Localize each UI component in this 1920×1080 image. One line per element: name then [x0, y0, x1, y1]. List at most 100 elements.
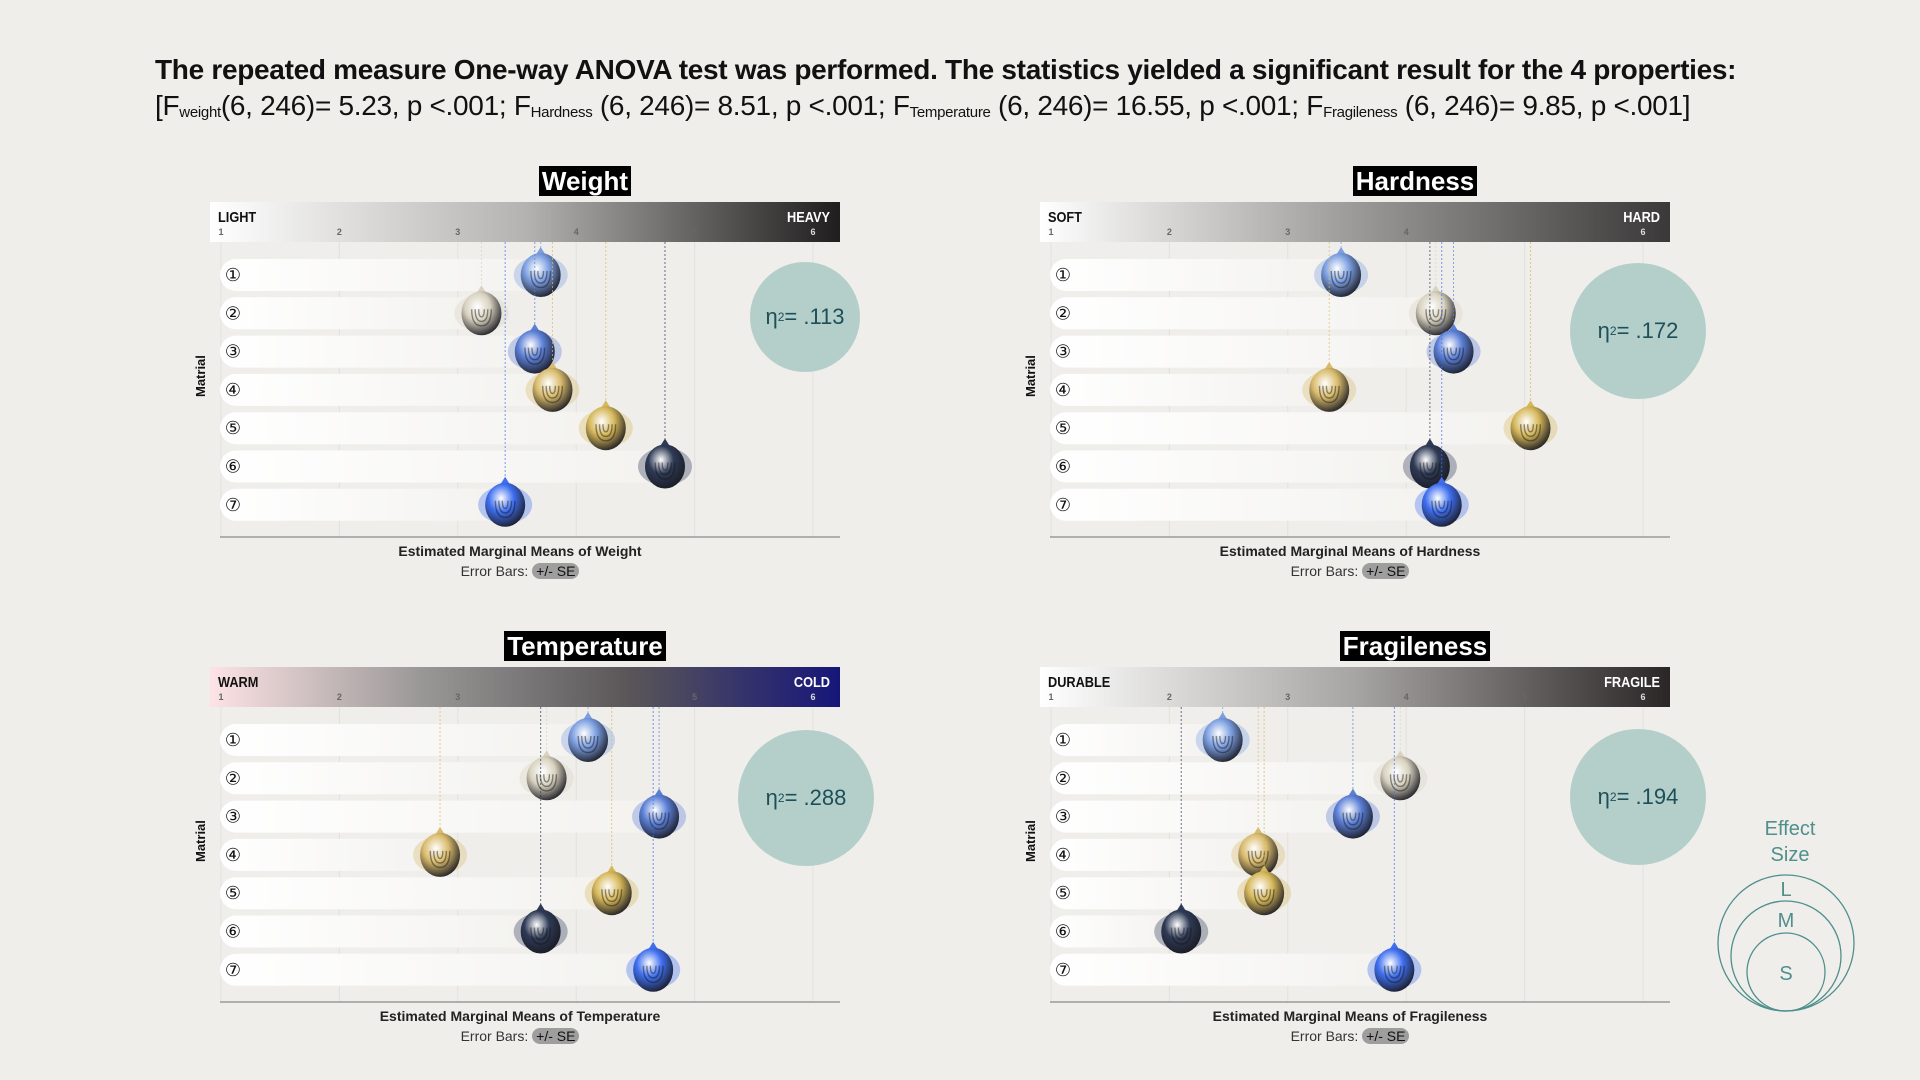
ball-shading: [1396, 774, 1404, 783]
ball-shading: [474, 309, 489, 323]
data-point-material-3: [639, 794, 680, 839]
stat-hardness: FHardness (6, 246)= 8.51, p <.001;: [513, 90, 893, 121]
row-track: [1050, 838, 1259, 871]
chart-temperature: Temperature WARM COLD 1 2 3 4 5 6 ① ② ③ ④ ⑤ ⑥ ⑦ Matrial η…: [193, 630, 975, 1060]
error-bars-badge: +/- SE: [1362, 563, 1410, 579]
ball-shading: [1390, 965, 1398, 975]
chart-plot: SOFT HARD 1 2 3 4 5 6 ① ② ③ ④ ⑤ ⑥ ⑦: [1040, 202, 1670, 538]
row-label: ⑦: [1055, 960, 1071, 981]
ball-shading: [530, 927, 552, 945]
ball-shading: [1174, 927, 1189, 941]
scale-bar: [210, 202, 840, 242]
data-point-material-4: [1309, 367, 1350, 412]
pointer-marker: [1253, 826, 1264, 835]
ball-shading: [608, 889, 616, 898]
row-track: [220, 953, 654, 986]
pointer-marker: [1176, 903, 1187, 912]
ball-shading: [661, 462, 669, 471]
ball-shading: [1527, 424, 1535, 433]
row-track: [1050, 412, 1531, 445]
tick-label: 6: [810, 692, 815, 702]
ball-shading: [1389, 774, 1411, 792]
ball-shading: [542, 385, 564, 404]
scale-left-label: LIGHT: [218, 208, 257, 225]
row-track: [220, 412, 606, 445]
ball-shading: [1426, 462, 1434, 471]
pointer-marker: [1389, 941, 1400, 950]
row-label: ⑥: [1055, 457, 1071, 478]
ball-shading: [543, 774, 551, 783]
ball-shading: [1177, 927, 1185, 936]
data-point-material-6: [1409, 444, 1450, 489]
tick-label: 6: [1640, 692, 1645, 702]
chart-title: Fragileness: [1025, 630, 1805, 662]
row-track: [220, 724, 589, 756]
row-label: ①: [1055, 265, 1071, 286]
scale-left-label: WARM: [218, 673, 258, 690]
data-point-material-6: [1161, 909, 1202, 954]
row-label: ④: [1055, 845, 1071, 866]
ball-shading: [652, 812, 667, 826]
ball-shading: [1431, 500, 1453, 519]
row-label: ④: [1055, 380, 1071, 401]
scale-right-label: HARD: [1623, 208, 1660, 225]
row-track: [1050, 335, 1454, 368]
ball-shading: [658, 462, 672, 476]
tick-label: 3: [1285, 227, 1290, 237]
ball-shading: [601, 889, 623, 907]
ball-shading: [1257, 889, 1272, 903]
ball-shading: [602, 424, 610, 433]
ball-shading: [1450, 347, 1458, 356]
row-label: ②: [225, 303, 241, 324]
ball-shading: [1422, 462, 1437, 476]
error-bars-badge: +/- SE: [532, 1028, 580, 1044]
tick-label: 1: [218, 227, 223, 237]
error-bars-note: Error Bars: +/- SE: [1030, 1028, 1670, 1044]
tick-label: 2: [1167, 227, 1172, 237]
row-track: [1050, 488, 1442, 521]
ball-shading: [1322, 385, 1337, 399]
pointer-marker: [547, 361, 558, 370]
row-label: ⑥: [225, 922, 241, 943]
scale-bar: [210, 667, 840, 707]
data-point-material-4: [420, 832, 461, 877]
y-axis-label: Matrial: [193, 355, 208, 397]
ball-shading: [584, 735, 592, 745]
pointer-marker: [535, 247, 546, 255]
y-axis-label: Matrial: [193, 820, 208, 862]
row-label: ③: [225, 807, 241, 828]
chart-plot: DURABLE FRAGILE 1 2 3 4 5 6 ① ② ③ ④ ⑤ ⑥ ⑦: [1040, 667, 1670, 1003]
pointer-marker: [1424, 438, 1435, 447]
ball-shading: [595, 424, 617, 442]
row-track: [220, 259, 541, 291]
ball-shading: [1318, 385, 1340, 404]
x-axis-caption: Estimated Marginal Means of Hardness Erro…: [1030, 543, 1670, 579]
ball-shading: [1212, 735, 1234, 754]
row-label: ⑦: [225, 960, 241, 981]
chart-fragileness: Fragileness DURABLE FRAGILE 1 2 3 4 5 6 ① ② ③ ④ ⑤ ⑥ ⑦ Ma…: [1023, 630, 1805, 1060]
data-point-material-1: [1202, 718, 1243, 762]
ball-shading: [577, 735, 599, 754]
ball-shading: [1432, 309, 1440, 318]
ball-shading: [545, 385, 560, 399]
ball-shading: [533, 270, 548, 284]
ball-shading: [477, 309, 485, 318]
row-label: ①: [225, 265, 241, 286]
tick-label: 4: [574, 227, 579, 237]
pointer-marker: [600, 400, 611, 409]
data-point-material-2: [1380, 756, 1421, 801]
tick-label: 1: [1048, 227, 1053, 237]
headline-line1: The repeated measure One-way ANOVA test …: [155, 54, 1737, 85]
pointer-marker: [648, 941, 659, 950]
data-point-material-7: [1374, 947, 1415, 992]
data-point-material-6: [645, 444, 685, 489]
row-track: [220, 488, 506, 521]
row-label: ⑥: [225, 457, 241, 478]
tick-label: 5: [692, 227, 697, 237]
chart-plot: LIGHT HEAVY 1 2 3 4 5 6 ① ② ③ ④ ⑤ ⑥ ⑦: [210, 202, 840, 538]
error-bars-badge: +/- SE: [532, 563, 580, 579]
chart-weight: Weight LIGHT HEAVY 1 2 3 4 5 6 ① ② ③ ④ ⑤ ⑥ ⑦ Matrial η 2 =…: [193, 165, 975, 595]
row-track: [1050, 800, 1353, 833]
data-point-material-7: [485, 482, 526, 527]
